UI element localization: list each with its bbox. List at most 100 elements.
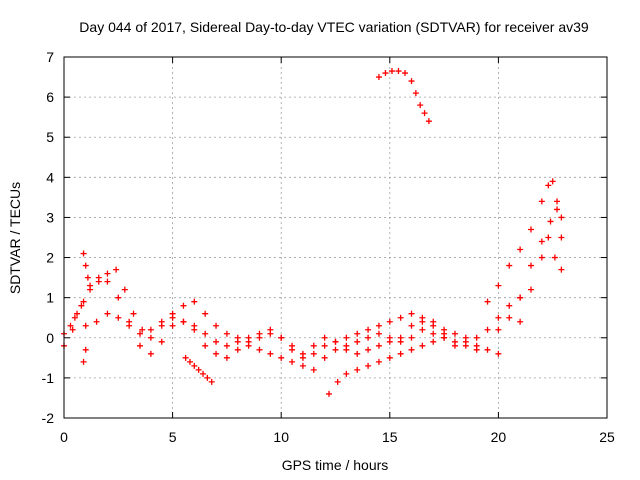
data-point	[278, 334, 285, 341]
data-point	[334, 378, 341, 385]
data-point	[213, 350, 220, 357]
data-point	[495, 282, 502, 289]
x-tick-label: 25	[599, 429, 615, 445]
data-point	[147, 334, 154, 341]
data-point	[147, 326, 154, 333]
data-point	[343, 370, 350, 377]
data-point	[495, 350, 502, 357]
data-point	[104, 278, 111, 285]
data-point	[267, 350, 274, 357]
data-point	[325, 390, 332, 397]
data-point	[71, 314, 78, 321]
data-point	[321, 342, 328, 349]
data-point	[554, 198, 561, 205]
data-point	[408, 322, 415, 329]
data-point	[506, 314, 513, 321]
data-point	[137, 342, 144, 349]
data-point	[67, 322, 74, 329]
data-point	[419, 326, 426, 333]
data-point	[87, 282, 94, 289]
series-track-b	[61, 274, 524, 373]
data-point	[310, 350, 317, 357]
data-point	[169, 314, 176, 321]
data-point	[430, 338, 437, 345]
data-point	[549, 178, 556, 185]
data-point	[354, 330, 361, 337]
data-point	[169, 322, 176, 329]
data-point	[421, 110, 428, 117]
data-point	[80, 358, 87, 365]
data-point	[375, 358, 382, 365]
data-point	[69, 326, 76, 333]
y-tick-label: 2	[46, 250, 54, 266]
data-point	[495, 326, 502, 333]
data-point	[139, 326, 146, 333]
data-point	[95, 274, 102, 281]
y-tick-label: -2	[42, 410, 55, 426]
data-point	[517, 294, 524, 301]
data-point	[321, 334, 328, 341]
data-point	[484, 326, 491, 333]
data-point	[538, 254, 545, 261]
data-point	[386, 354, 393, 361]
data-point	[545, 234, 552, 241]
data-point	[495, 314, 502, 321]
x-tick-label: 10	[273, 429, 289, 445]
data-point	[451, 330, 458, 337]
data-point	[223, 354, 230, 361]
x-axis-label: GPS time / hours	[282, 457, 389, 473]
data-point	[245, 342, 252, 349]
data-point	[256, 330, 263, 337]
data-point	[551, 254, 558, 261]
series-track-h	[495, 206, 565, 333]
data-point	[208, 378, 215, 385]
data-point	[419, 314, 426, 321]
data-point	[158, 318, 165, 325]
data-point	[554, 206, 561, 213]
y-axis-label: SDTVAR / TECUs	[7, 182, 23, 294]
data-point	[343, 346, 350, 353]
data-point	[484, 298, 491, 305]
data-point	[180, 318, 187, 325]
data-point	[245, 334, 252, 341]
data-points	[61, 68, 565, 397]
x-tick-label: 5	[169, 429, 177, 445]
data-point	[402, 70, 409, 77]
data-point	[204, 374, 211, 381]
data-point	[80, 250, 87, 257]
data-point	[547, 218, 554, 225]
data-point	[451, 338, 458, 345]
data-point	[332, 338, 339, 345]
data-point	[365, 346, 372, 353]
data-point	[289, 358, 296, 365]
data-point	[343, 334, 350, 341]
data-point	[388, 68, 395, 75]
x-tick-label: 15	[382, 429, 398, 445]
data-point	[78, 302, 85, 309]
data-point	[375, 322, 382, 329]
data-point	[558, 266, 565, 273]
x-tick-label: 0	[60, 429, 68, 445]
data-point	[289, 342, 296, 349]
data-point	[419, 342, 426, 349]
data-point	[375, 342, 382, 349]
data-point	[386, 338, 393, 345]
data-point	[180, 302, 187, 309]
y-tick-label: 0	[46, 330, 54, 346]
data-point	[93, 318, 100, 325]
data-point	[332, 346, 339, 353]
data-point	[425, 118, 432, 125]
series-track-d	[325, 334, 448, 397]
data-point	[365, 326, 372, 333]
data-point	[558, 234, 565, 241]
data-point	[395, 68, 402, 75]
data-point	[202, 330, 209, 337]
data-point	[80, 298, 87, 305]
data-point	[417, 102, 424, 109]
y-tick-label: 3	[46, 209, 54, 225]
series-track-j	[80, 250, 91, 365]
data-point	[200, 370, 207, 377]
data-point	[397, 314, 404, 321]
data-point	[82, 346, 89, 353]
